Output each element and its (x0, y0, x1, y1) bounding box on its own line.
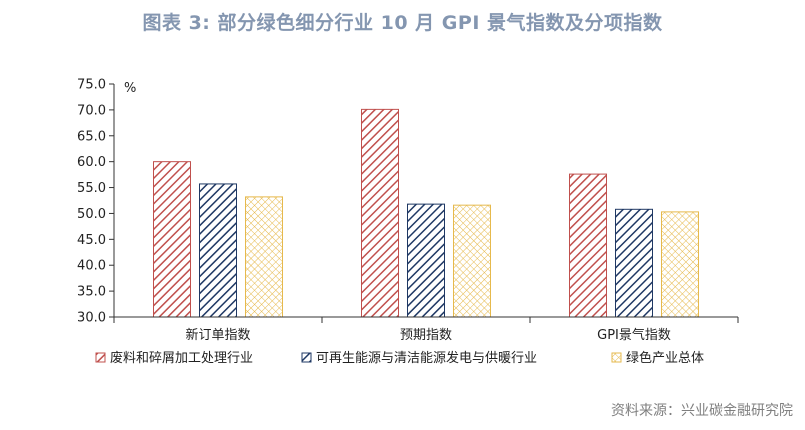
chart-title: 图表 3: 部分绿色细分行业 10 月 GPI 景气指数及分项指数 (142, 12, 663, 34)
bars (153, 108, 699, 318)
bar-2-2 (407, 203, 445, 318)
x-axis: 新订单指数 预期指数 GPI景气指数 (113, 316, 739, 343)
y-tick-label: 45.0 (77, 233, 106, 248)
y-tick-label: 40.0 (77, 259, 106, 274)
y-tick-label: 35.0 (77, 285, 106, 300)
y-unit-label: % (124, 81, 136, 96)
bar-1-2 (361, 108, 399, 318)
legend-label-2: 可再生能源与清洁能源发电与供暖行业 (316, 350, 537, 366)
y-tick-label: 30.0 (77, 311, 106, 326)
y-tick-label: 65.0 (77, 129, 106, 144)
legend-swatch-2 (301, 352, 312, 363)
bar-2-3 (615, 208, 653, 318)
bar-1-3 (569, 173, 607, 318)
bar-2-1 (199, 183, 237, 318)
bar-1-1 (153, 161, 191, 318)
y-axis: 30.0 35.0 40.0 45.0 50.0 55.0 60.0 65.0 70.0 75.0 (77, 78, 115, 326)
y-tick-label: 60.0 (77, 155, 106, 170)
x-category-label: 新订单指数 (185, 327, 250, 343)
x-category-label: 预期指数 (400, 328, 452, 343)
legend-swatch-3 (611, 352, 622, 363)
y-tick-label: 70.0 (77, 103, 106, 118)
source-note: 资料来源：兴业碳金融研究院 (611, 403, 793, 419)
y-tick-label: 50.0 (77, 207, 106, 222)
legend-label-1: 废料和碎屑加工处理行业 (110, 350, 253, 366)
legend-swatch-1 (95, 352, 106, 363)
legend: 废料和碎屑加工处理行业 可再生能源与清洁能源发电与供暖行业 绿色产业总体 (95, 350, 704, 366)
bar-3-1 (245, 196, 283, 318)
y-tick-label: 55.0 (77, 181, 106, 196)
bar-3-3 (661, 211, 699, 318)
x-category-label: GPI景气指数 (597, 327, 671, 343)
bar-3-2 (453, 204, 491, 318)
y-tick-label: 75.0 (77, 78, 106, 93)
legend-label-3: 绿色产业总体 (626, 350, 704, 366)
